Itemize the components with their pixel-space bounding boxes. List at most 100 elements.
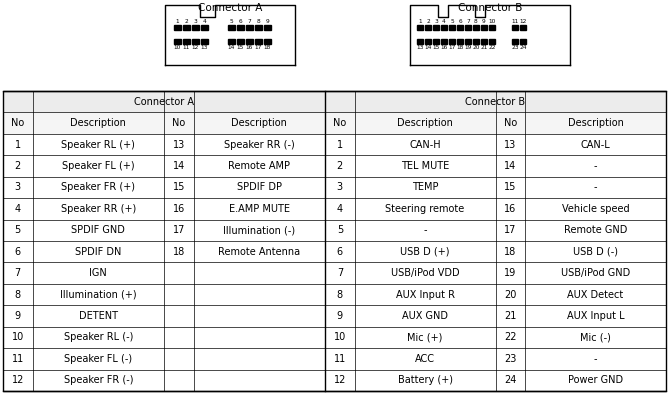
Text: 17: 17 xyxy=(173,225,185,235)
Text: IGN: IGN xyxy=(90,268,107,278)
Text: Speaker RR (-): Speaker RR (-) xyxy=(224,139,295,150)
Bar xyxy=(481,25,487,30)
Bar xyxy=(237,39,244,44)
Text: 11: 11 xyxy=(183,45,190,50)
Text: 4: 4 xyxy=(442,19,446,24)
Text: 9: 9 xyxy=(337,311,343,321)
Text: 23: 23 xyxy=(511,45,518,50)
Bar xyxy=(174,39,181,44)
Text: 15: 15 xyxy=(237,45,244,50)
Text: 23: 23 xyxy=(504,354,516,364)
Text: 13: 13 xyxy=(504,139,516,150)
Text: 12: 12 xyxy=(519,19,527,24)
Text: 11: 11 xyxy=(334,354,346,364)
Text: 21: 21 xyxy=(480,45,488,50)
Text: 14: 14 xyxy=(504,161,516,171)
Text: 2: 2 xyxy=(15,161,21,171)
Text: 18: 18 xyxy=(264,45,271,50)
Text: TEMP: TEMP xyxy=(412,182,438,192)
Text: 8: 8 xyxy=(257,19,260,24)
Text: 4: 4 xyxy=(337,204,343,214)
Bar xyxy=(520,39,526,44)
Text: -: - xyxy=(594,354,597,364)
Text: 14: 14 xyxy=(228,45,235,50)
Text: 7: 7 xyxy=(466,19,470,24)
Text: Speaker FL (-): Speaker FL (-) xyxy=(64,354,132,364)
Text: AUX GND: AUX GND xyxy=(402,311,448,321)
Text: Illumination (+): Illumination (+) xyxy=(60,290,136,299)
Text: 24: 24 xyxy=(519,45,527,50)
Text: 22: 22 xyxy=(504,333,516,342)
Text: 8: 8 xyxy=(15,290,21,299)
Text: 1: 1 xyxy=(418,19,422,24)
Bar xyxy=(174,25,181,30)
Text: Mic (-): Mic (-) xyxy=(580,333,611,342)
Bar xyxy=(192,25,199,30)
Text: 6: 6 xyxy=(15,247,21,257)
Bar xyxy=(489,25,495,30)
Text: 9: 9 xyxy=(266,19,270,24)
Text: 14: 14 xyxy=(424,45,432,50)
Text: 20: 20 xyxy=(504,290,516,299)
Text: 10: 10 xyxy=(334,333,346,342)
Bar xyxy=(201,25,208,30)
Bar xyxy=(512,25,518,30)
Text: 3: 3 xyxy=(337,182,343,192)
Bar xyxy=(228,39,235,44)
Text: 7: 7 xyxy=(337,268,343,278)
Text: CAN-L: CAN-L xyxy=(581,139,610,150)
Text: 16: 16 xyxy=(504,204,516,214)
Text: AUX Input R: AUX Input R xyxy=(395,290,455,299)
Text: 15: 15 xyxy=(432,45,440,50)
Text: Speaker FL (+): Speaker FL (+) xyxy=(62,161,134,171)
Bar xyxy=(417,39,423,44)
Text: Speaker FR (+): Speaker FR (+) xyxy=(62,182,135,192)
Text: 17: 17 xyxy=(504,225,516,235)
Text: -: - xyxy=(594,182,597,192)
Text: E.AMP MUTE: E.AMP MUTE xyxy=(229,204,290,214)
Text: 15: 15 xyxy=(504,182,516,192)
Text: 16: 16 xyxy=(246,45,253,50)
Bar xyxy=(3,91,666,391)
Text: 1: 1 xyxy=(337,139,343,150)
Bar xyxy=(441,25,447,30)
Text: 2: 2 xyxy=(426,19,430,24)
Bar xyxy=(433,25,439,30)
Text: 4: 4 xyxy=(203,19,206,24)
Bar xyxy=(246,25,253,30)
Text: Description: Description xyxy=(231,118,287,128)
Text: 8: 8 xyxy=(337,290,343,299)
Text: 16: 16 xyxy=(440,45,448,50)
Text: 19: 19 xyxy=(464,45,472,50)
Text: Speaker FR (-): Speaker FR (-) xyxy=(64,375,133,385)
Text: 9: 9 xyxy=(15,311,21,321)
Text: 8: 8 xyxy=(474,19,478,24)
Bar xyxy=(433,39,439,44)
Text: 20: 20 xyxy=(472,45,480,50)
Bar xyxy=(237,25,244,30)
Text: Connector A: Connector A xyxy=(198,3,262,13)
Text: 5: 5 xyxy=(15,225,21,235)
Text: 5: 5 xyxy=(450,19,454,24)
Text: 17: 17 xyxy=(448,45,456,50)
Text: 6: 6 xyxy=(239,19,242,24)
Bar xyxy=(425,25,431,30)
Text: Description: Description xyxy=(397,118,453,128)
Bar xyxy=(246,39,253,44)
Text: 1: 1 xyxy=(15,139,21,150)
Bar xyxy=(3,91,325,112)
Text: 14: 14 xyxy=(173,161,185,171)
Text: 15: 15 xyxy=(173,182,185,192)
Text: CAN-H: CAN-H xyxy=(409,139,441,150)
Text: Steering remote: Steering remote xyxy=(385,204,465,214)
Text: Battery (+): Battery (+) xyxy=(397,375,453,385)
Text: No: No xyxy=(11,118,24,128)
Text: 5: 5 xyxy=(337,225,343,235)
Bar xyxy=(201,39,208,44)
Text: 10: 10 xyxy=(11,333,24,342)
Text: 2: 2 xyxy=(185,19,189,24)
Text: 3: 3 xyxy=(193,19,197,24)
Text: No: No xyxy=(504,118,517,128)
Bar xyxy=(457,25,463,30)
Text: USB D (-): USB D (-) xyxy=(573,247,618,257)
